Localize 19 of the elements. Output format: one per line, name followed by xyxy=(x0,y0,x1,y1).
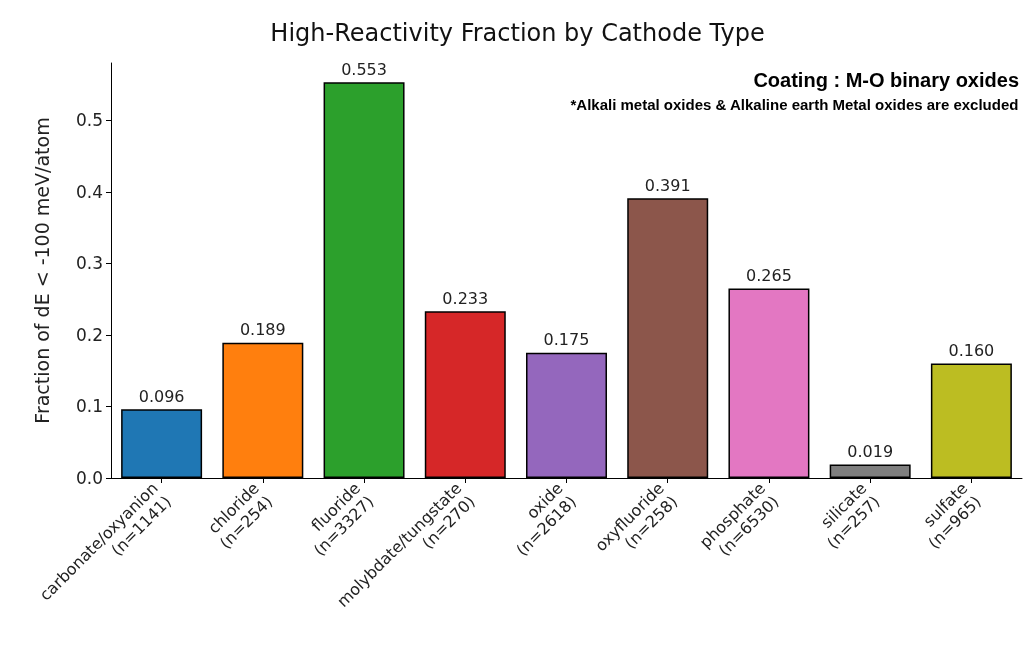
y-axis-title: Fraction of dE < -100 meV/atom xyxy=(30,117,53,424)
chart-title: High-Reactivity Fraction by Cathode Type xyxy=(270,19,765,47)
data-label: 0.391 xyxy=(644,175,691,195)
y-tick-label: 0.5 xyxy=(75,110,103,131)
data-label: 0.175 xyxy=(543,330,590,350)
y-tick-label: 0.1 xyxy=(75,396,103,417)
annotation: *Alkali metal oxides & Alkaline earth Metal oxides are excluded xyxy=(570,96,1019,113)
data-label: 0.265 xyxy=(746,265,792,285)
data-label: 0.160 xyxy=(948,341,995,361)
data-label: 0.096 xyxy=(138,386,185,406)
data-label: 0.019 xyxy=(847,441,894,461)
data-label: 0.189 xyxy=(239,320,286,340)
y-tick-label: 0.2 xyxy=(75,324,103,345)
annotation: Coating : M-O binary oxides xyxy=(753,69,1019,91)
y-tick-label: 0.4 xyxy=(75,181,103,202)
y-tick-label: 0.3 xyxy=(75,253,103,274)
data-label: 0.553 xyxy=(341,59,387,79)
data-label: 0.233 xyxy=(442,288,489,308)
y-tick-label: 0.0 xyxy=(75,468,103,488)
